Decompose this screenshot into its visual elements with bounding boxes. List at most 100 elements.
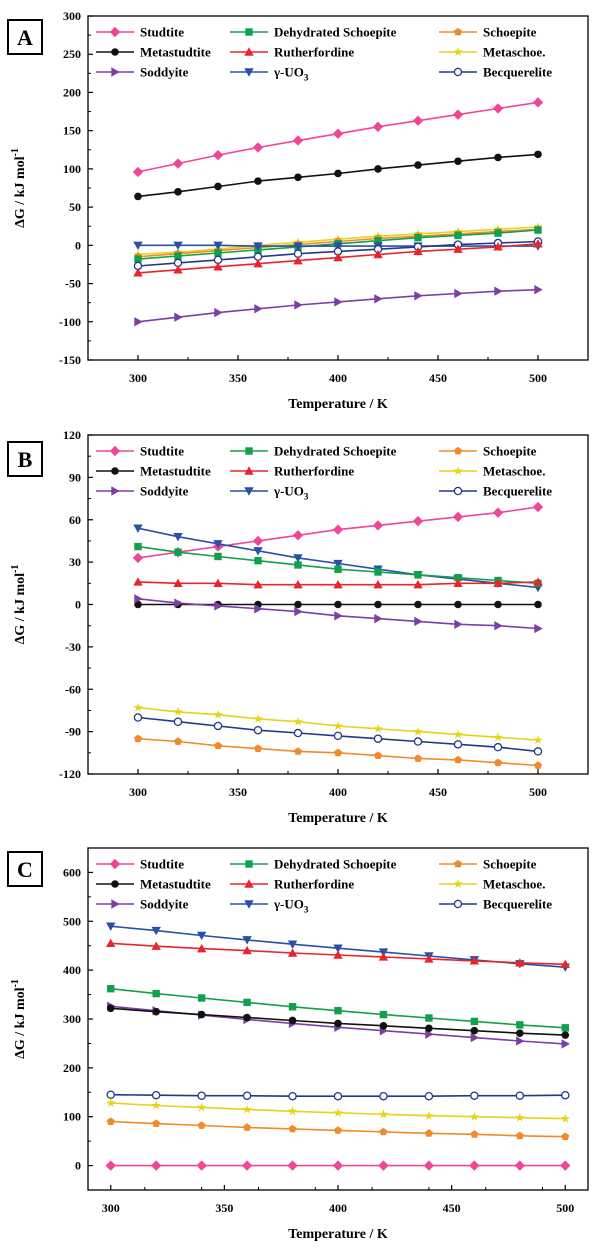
legend-label: Soddyite [140,897,189,912]
data-point-soddyite [294,606,303,617]
legend-item-rutherfordine: Rutherfordine [230,877,354,892]
legend-marker-metastudtite [111,467,119,475]
data-point-schoepite [288,1124,297,1133]
legend-item-metastudtite: Metastudtite [96,45,211,60]
data-point-schoepite [561,1132,570,1141]
x-tick-label: 300 [129,785,147,799]
legend-marker-metaschoe [453,879,463,888]
legend-item-soddyite: Soddyite [96,65,189,80]
legend-label: Schoepite [483,444,537,459]
legend-label-text: Dehydrated Schoepite [274,444,397,459]
data-point-rutherfordine [333,252,343,262]
data-point-dehydrated [454,573,462,582]
legend-item-metastudtite: Metastudtite [96,877,211,892]
legend-label: Metastudtite [140,45,211,60]
data-point-metastudtite [134,192,142,201]
data-point-metastudtite [152,1007,160,1016]
data-point-dehydrated [470,1017,479,1026]
y-axis-label: ΔG / kJ mol-1 [10,565,28,645]
data-point-uo3 [151,926,161,936]
y-axis-label-sup: -1 [10,565,21,573]
panel-label-box [7,441,43,477]
data-point-studtite [514,1160,526,1171]
legend-item-becquerelite: Becquerelite [439,897,552,912]
legend-marker-metastudtite [111,880,119,888]
legend-label: Metastudtite [140,464,211,479]
data-point-uo3 [173,533,183,542]
data-point-rutherfordine [151,941,161,950]
data-point-rutherfordine [373,249,383,259]
data-point-dehydrated [214,552,222,561]
data-point-uo3 [213,241,223,251]
data-point-soddyite [534,284,543,295]
y-tick-label: 150 [63,124,81,138]
data-point-soddyite [494,620,503,631]
data-point-metaschoe [373,723,383,733]
data-point-metaschoe [378,1109,389,1119]
legend-item-metaschoe: Metaschoe. [439,464,545,479]
legend-marker-becquerelite [453,899,463,909]
data-point-schoepite [334,748,342,757]
legend-marker-soddyite [111,899,120,909]
x-tick-label: 500 [529,371,547,385]
data-point-rutherfordine [333,580,343,589]
series-becquerelite [106,1090,570,1101]
series-schoepite [106,1117,570,1141]
data-point-metaschoe [533,735,543,745]
data-point-metaschoe [515,1112,525,1122]
legend-label: γ-UO3 [273,897,309,915]
data-point-rutherfordine [333,950,343,959]
y-tick-label: 300 [63,1012,81,1026]
legend-label: Schoepite [483,25,537,40]
legend-label-main: γ-UO [273,484,304,499]
data-point-metaschoe [413,726,423,736]
panel-label-text: B [18,447,33,472]
data-point-studtite [172,158,184,169]
panel-label-A: A [7,19,43,55]
y-tick-label: 0 [75,1159,81,1173]
series-schoepite [134,734,542,769]
data-point-becquerelite [133,713,143,722]
data-point-metaschoe [106,1098,116,1108]
data-point-becquerelite [106,1090,115,1099]
legend-item-metaschoe: Metaschoe. [439,877,545,892]
legend-label: Rutherfordine [274,877,354,892]
legend-label: Becquerelite [483,484,552,499]
legend-marker-uo3 [244,900,254,909]
legend-label-text: Studtite [140,444,184,459]
data-point-rutherfordine [373,580,383,589]
data-point-dehydrated [374,568,382,576]
legend-label-text: Soddyite [140,484,189,499]
data-point-rutherfordine [533,577,543,586]
data-point-studtite [332,1160,344,1171]
data-point-metastudtite [425,1024,433,1033]
y-tick-label: 0 [75,598,81,612]
legend-label-text: Metaschoe. [483,45,545,60]
data-point-metastudtite [254,177,262,185]
data-point-studtite [372,121,384,133]
data-point-dehydrated [374,237,382,245]
legend-label-text: Becquerelite [483,897,552,912]
legend-label-text: Dehydrated Schoepite [274,857,397,872]
y-axis-label-sup: -1 [10,979,21,987]
data-point-metastudtite [294,600,302,609]
data-point-dehydrated [197,994,206,1002]
data-point-schoepite [197,1121,206,1129]
data-point-dehydrated [454,231,462,240]
legend-label: Soddyite [140,65,189,80]
series-becquerelite [133,713,543,756]
legend-label: Becquerelite [483,65,552,80]
data-point-soddyite [134,317,143,327]
data-point-studtite [292,135,304,146]
x-tick-label: 500 [556,1201,574,1215]
y-tick-label: 0 [75,238,81,252]
data-point-uo3 [242,936,252,945]
data-point-rutherfordine [560,959,570,968]
data-point-becquerelite [493,742,503,752]
data-point-dehydrated [334,1006,342,1015]
legend-label-text: Studtite [140,25,184,40]
legend-label-text: Rutherfordine [274,877,354,892]
data-point-uo3 [253,242,263,251]
data-point-metastudtite [374,165,382,173]
legend-label: Schoepite [483,857,537,872]
